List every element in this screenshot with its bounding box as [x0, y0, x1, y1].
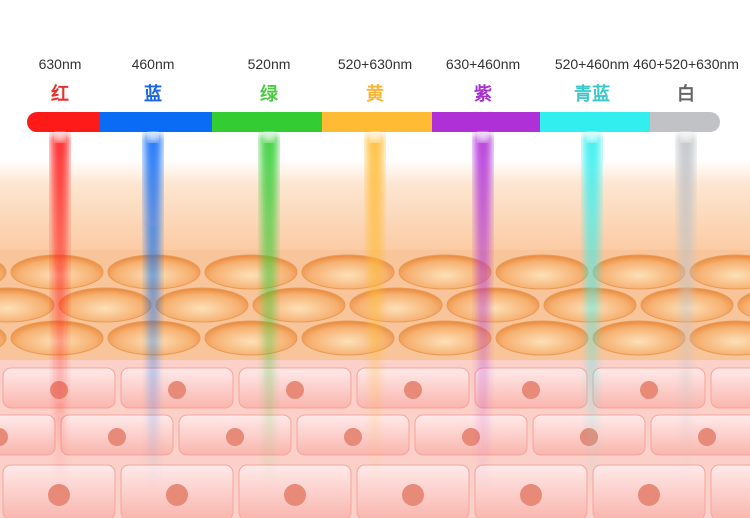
led-glow [264, 132, 274, 142]
color-bar-segment [650, 112, 720, 132]
cell-oval [0, 329, 7, 347]
led-glow [370, 132, 380, 142]
wavelength-label: 520+630nm [337, 56, 413, 72]
led-glow [148, 132, 158, 142]
wavelength-label: 520+460nm [554, 56, 630, 72]
cell-nucleus [286, 381, 304, 399]
cell-oval [495, 320, 589, 356]
cell-oval [252, 287, 346, 323]
skin-cell [710, 367, 750, 409]
cell-oval [398, 254, 492, 290]
led-glow [478, 132, 488, 142]
color-bar-segment [540, 112, 651, 132]
light-beam [144, 135, 162, 490]
cell-oval [495, 254, 589, 290]
cell-nucleus [462, 428, 480, 446]
light-beam [366, 135, 384, 490]
wavelength-label: 460+520+630nm [633, 56, 739, 72]
cell-nucleus [698, 428, 716, 446]
color-name-label: 绿 [260, 84, 278, 104]
color-name-label: 紫 [474, 84, 492, 104]
cell-nucleus [404, 381, 422, 399]
cell-oval [204, 320, 298, 356]
color-name-label: 青蓝 [574, 84, 610, 104]
led-glow [681, 132, 691, 142]
wavelength-label: 520nm [247, 56, 291, 72]
wavelength-label: 630+460nm [445, 56, 521, 72]
wavelength-label: 460nm [131, 56, 175, 72]
cell-nucleus [48, 484, 70, 506]
light-beam [474, 135, 492, 490]
cell-nucleus [284, 484, 306, 506]
cell-nucleus [168, 381, 186, 399]
color-bar-segment [432, 112, 541, 132]
cell-nucleus [166, 484, 188, 506]
cell-nucleus [520, 484, 542, 506]
cell-nucleus [638, 484, 660, 506]
wavelength-label: 630nm [38, 56, 82, 72]
cell-oval [592, 254, 686, 290]
cell-nucleus [108, 428, 126, 446]
color-bar-segment [27, 112, 100, 132]
color-name-label: 白 [677, 84, 695, 104]
cell-oval [155, 287, 249, 323]
skin-cell [710, 464, 750, 518]
cell-oval [349, 287, 443, 323]
color-bar-segment [212, 112, 323, 132]
cell-nucleus [0, 428, 8, 446]
cell-oval [398, 320, 492, 356]
light-beam [583, 135, 601, 490]
cell-oval [204, 254, 298, 290]
cell-nucleus [522, 381, 540, 399]
cell-nucleus [226, 428, 244, 446]
cell-nucleus [344, 428, 362, 446]
color-name-label: 红 [51, 84, 69, 104]
cell-nucleus [402, 484, 424, 506]
cell-nucleus [640, 381, 658, 399]
color-bar-segment [99, 112, 213, 132]
light-beam [677, 135, 695, 490]
cell-oval [58, 287, 152, 323]
light-beam [260, 135, 278, 490]
color-name-label: 蓝 [144, 84, 162, 104]
cell-oval [0, 263, 7, 281]
skin-cell [0, 414, 56, 456]
light-beam [51, 135, 69, 490]
color-bar-segment [322, 112, 433, 132]
cell-oval [737, 293, 750, 317]
cell-oval [592, 320, 686, 356]
color-name-label: 黄 [366, 84, 384, 104]
led-glow [587, 132, 597, 142]
led-glow [55, 132, 65, 142]
cell-oval [446, 287, 540, 323]
